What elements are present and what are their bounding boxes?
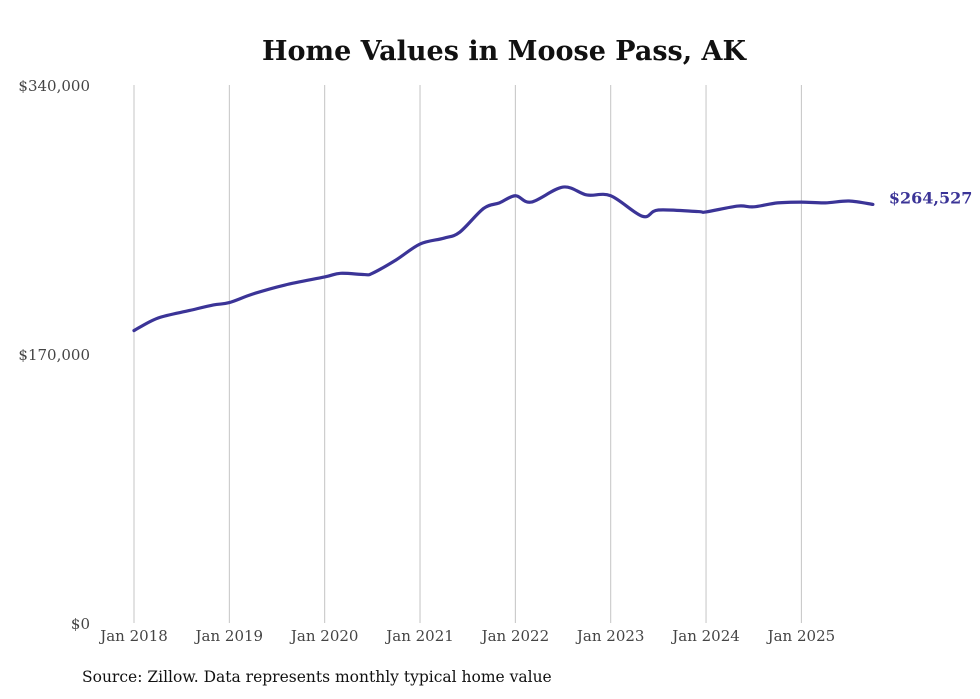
source-note: Source: Zillow. Data represents monthly … [82, 668, 552, 686]
x-tick-label: Jan 2020 [289, 627, 359, 645]
y-tick-label: $170,000 [18, 346, 90, 364]
x-tick-label: Jan 2024 [670, 627, 740, 645]
y-tick-label: $0 [71, 615, 90, 633]
x-tick-label: Jan 2021 [384, 627, 454, 645]
x-tick-label: Jan 2019 [194, 627, 264, 645]
x-axis: Jan 2018 Jan 2019 Jan 2020 Jan 2021 Jan 2022… [98, 627, 835, 645]
data-points [133, 187, 873, 331]
x-tick-label: Jan 2022 [480, 627, 550, 645]
gridlines [133, 85, 802, 623]
y-axis: $0 $170,000 $340,000 [18, 77, 90, 633]
x-tick-label: Jan 2025 [766, 627, 836, 645]
x-tick-label: Jan 2018 [98, 627, 168, 645]
series-line [132, 185, 875, 333]
end-value-label: $264,527 [889, 188, 973, 207]
y-tick-label: $340,000 [18, 77, 90, 95]
chart-title: Home Values in Moose Pass, AK [262, 36, 747, 67]
x-tick-label: Jan 2023 [575, 627, 645, 645]
